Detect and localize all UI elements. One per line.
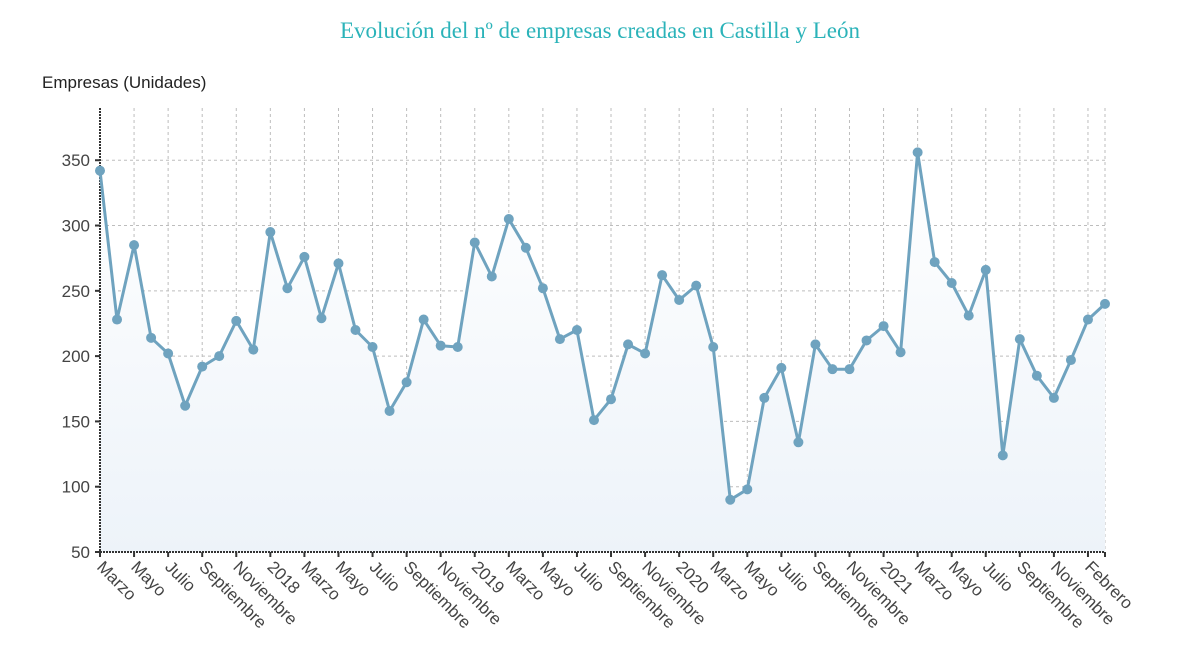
data-point[interactable] [810, 339, 821, 350]
data-point[interactable] [1048, 392, 1059, 403]
data-point[interactable] [146, 332, 157, 343]
data-point[interactable] [929, 257, 940, 268]
chart-title: Evolución del nº de empresas creadas en … [340, 18, 860, 43]
series-area [100, 152, 1105, 552]
data-point[interactable] [282, 283, 293, 294]
data-point[interactable] [265, 227, 276, 238]
data-point[interactable] [725, 494, 736, 505]
data-point[interactable] [1082, 314, 1093, 325]
data-point[interactable] [112, 314, 123, 325]
data-point[interactable] [708, 341, 719, 352]
data-point[interactable] [503, 214, 514, 224]
data-point[interactable] [895, 347, 906, 358]
data-point[interactable] [674, 294, 685, 305]
data-point[interactable] [350, 325, 361, 335]
series-points [95, 147, 1110, 505]
data-point[interactable] [963, 310, 974, 321]
y-tick-label: 50 [71, 543, 90, 562]
data-point[interactable] [248, 344, 259, 355]
data-point[interactable] [163, 348, 174, 359]
data-point[interactable] [197, 361, 208, 372]
y-tick-label: 250 [62, 282, 90, 301]
y-tick-label: 350 [62, 151, 90, 170]
data-point[interactable] [946, 277, 957, 288]
data-point[interactable] [486, 271, 497, 282]
data-point[interactable] [537, 283, 548, 294]
y-axis-title: Empresas (Unidades) [42, 73, 207, 92]
data-point[interactable] [367, 341, 378, 352]
data-point[interactable] [657, 270, 668, 281]
data-point[interactable] [691, 280, 702, 291]
data-point[interactable] [384, 405, 395, 416]
y-tick-label: 300 [62, 217, 90, 236]
y-tick-label: 200 [62, 347, 90, 366]
data-point[interactable] [997, 450, 1008, 461]
data-point[interactable] [214, 351, 225, 362]
data-point[interactable] [1031, 370, 1042, 381]
data-point[interactable] [742, 484, 753, 495]
data-point[interactable] [418, 314, 429, 325]
data-point[interactable] [129, 240, 140, 251]
y-tick-label: 100 [62, 478, 90, 497]
x-tick-labels: MarzoMayoJulioSeptiembreNoviembre2018Mar… [93, 552, 1137, 632]
data-point[interactable] [844, 364, 855, 375]
data-point[interactable] [623, 339, 634, 350]
data-point[interactable] [469, 237, 480, 248]
data-point[interactable] [554, 334, 565, 345]
data-point[interactable] [520, 242, 531, 253]
data-point[interactable] [299, 251, 310, 262]
data-point[interactable] [333, 258, 344, 269]
data-point[interactable] [1065, 355, 1076, 366]
data-point[interactable] [231, 315, 242, 326]
data-point[interactable] [861, 335, 872, 346]
data-point[interactable] [1100, 298, 1110, 309]
data-point[interactable] [980, 264, 991, 275]
data-point[interactable] [316, 313, 327, 324]
data-point[interactable] [912, 147, 923, 158]
y-tick-labels: 50 100 150 200 250 300 350 [62, 151, 100, 562]
data-point[interactable] [606, 394, 617, 405]
y-tick-label: 150 [62, 412, 90, 431]
data-point[interactable] [759, 392, 770, 403]
data-point[interactable] [435, 340, 446, 351]
data-point[interactable] [180, 400, 191, 411]
data-point[interactable] [878, 321, 889, 332]
data-point[interactable] [401, 377, 412, 388]
data-point[interactable] [95, 165, 105, 176]
data-point[interactable] [1014, 334, 1025, 345]
data-point[interactable] [452, 341, 463, 352]
data-point[interactable] [776, 362, 787, 373]
data-point[interactable] [827, 364, 838, 375]
data-point[interactable] [640, 348, 651, 359]
data-point[interactable] [793, 437, 804, 448]
data-point[interactable] [571, 325, 582, 335]
data-point[interactable] [588, 415, 599, 426]
